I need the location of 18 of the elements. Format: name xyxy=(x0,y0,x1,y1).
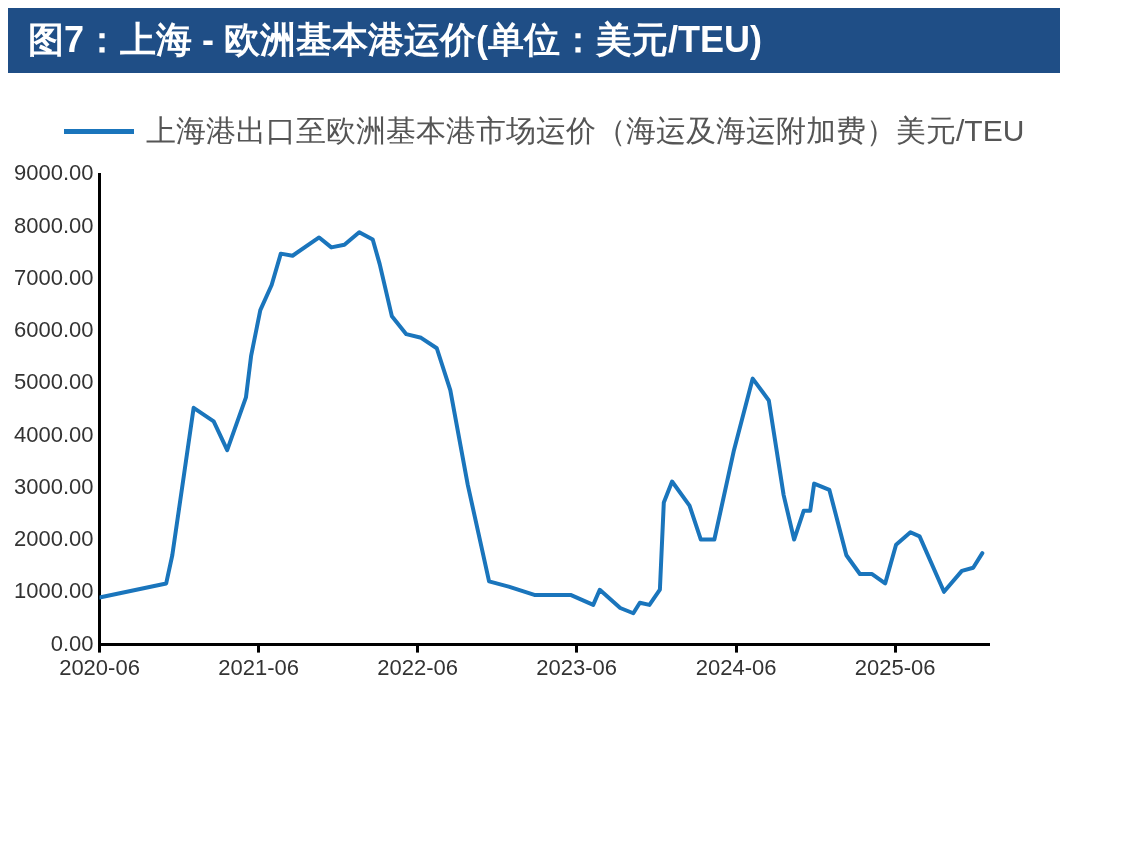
y-tick-label: 2000.00 xyxy=(13,526,94,552)
y-tick-label: 1000.00 xyxy=(13,578,94,604)
x-tick-label: 2021-06 xyxy=(218,654,299,680)
y-tick-label: 9000.00 xyxy=(13,160,94,186)
y-tick-label: 6000.00 xyxy=(13,317,94,343)
y-tick-label: 5000.00 xyxy=(13,369,94,395)
y-tick-label: 0.00 xyxy=(50,630,94,656)
y-tick-label: 3000.00 xyxy=(13,473,94,499)
x-tick-label: 2025-06 xyxy=(854,654,936,680)
x-tick-label: 2024-06 xyxy=(695,654,777,680)
legend-label: 上海港出口至欧洲基本港市场运价（海运及海运附加费）美元/TEU xyxy=(146,113,1026,149)
y-tick-label: 4000.00 xyxy=(13,421,94,447)
chart-title: 图7：上海 - 欧洲基本港运价(单位：美元/TEU) xyxy=(8,8,1060,73)
x-tick-label: 2020-06 xyxy=(59,654,140,680)
y-tick-label: 7000.00 xyxy=(13,264,94,290)
x-tick-label: 2023-06 xyxy=(536,654,618,680)
y-tick-label: 8000.00 xyxy=(13,212,94,238)
x-tick-label: 2022-06 xyxy=(377,654,458,680)
